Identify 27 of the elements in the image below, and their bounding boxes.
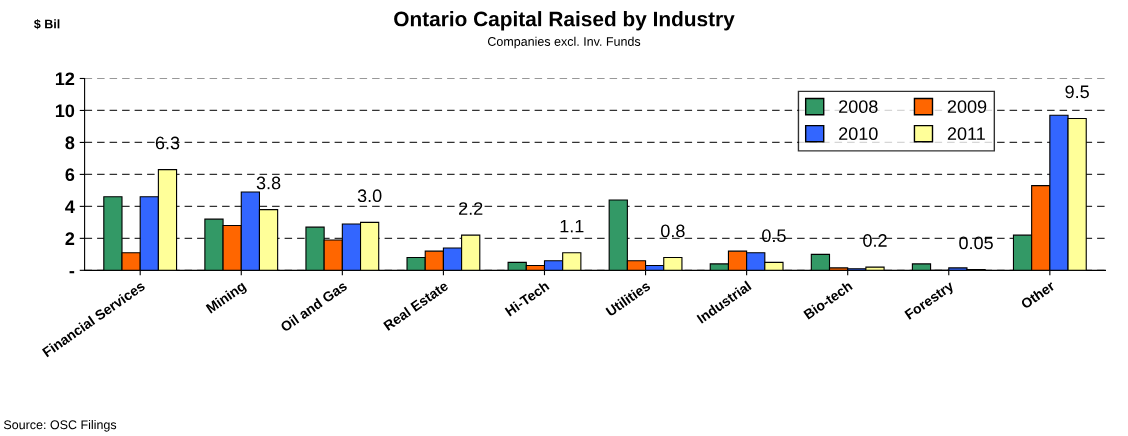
data-label: 0.2 [863, 234, 887, 247]
x-tick-label: Oil and Gas [279, 280, 348, 333]
y-tick-label: 2 [65, 232, 75, 245]
data-label: 0.8 [661, 224, 685, 238]
y-tick-label: 6 [65, 168, 75, 182]
legend-label: 2010 [839, 127, 878, 141]
chart-title: Ontario Capital Raised by Industry [394, 11, 735, 31]
data-label: 3.0 [357, 189, 382, 203]
data-label: 6.3 [155, 136, 180, 150]
y-tick-label: - [69, 271, 75, 274]
source-note: Source: OSC Filings [3, 419, 117, 432]
y-tick-label: 10 [55, 104, 75, 118]
data-label: 0.5 [762, 229, 786, 243]
legend-label: 2009 [947, 100, 987, 114]
y-tick-label: 12 [55, 72, 75, 86]
data-label: 1.1 [560, 219, 584, 233]
y-axis-title: $ Bil [34, 19, 60, 30]
data-label: 2.2 [459, 202, 483, 215]
y-tick-label: 4 [65, 200, 75, 213]
legend-label: 2008 [839, 100, 878, 114]
bar [911, 263, 932, 271]
legend-label: 2011 [947, 127, 985, 141]
data-label: 9.5 [1065, 85, 1089, 99]
data-label: 0.05 [959, 236, 993, 250]
y-tick-label: 8 [65, 136, 75, 150]
chart-subtitle: Companies excl. Inv. Funds [487, 36, 641, 49]
data-label: 3.8 [256, 176, 281, 190]
